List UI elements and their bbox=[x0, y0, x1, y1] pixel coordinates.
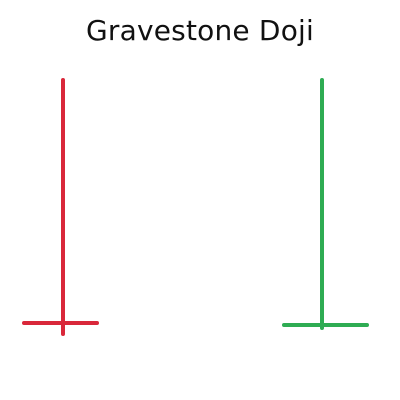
candle-bearish bbox=[22, 78, 99, 336]
candle-bullish bbox=[282, 78, 369, 330]
diagram-title: Gravestone Doji bbox=[86, 14, 314, 47]
